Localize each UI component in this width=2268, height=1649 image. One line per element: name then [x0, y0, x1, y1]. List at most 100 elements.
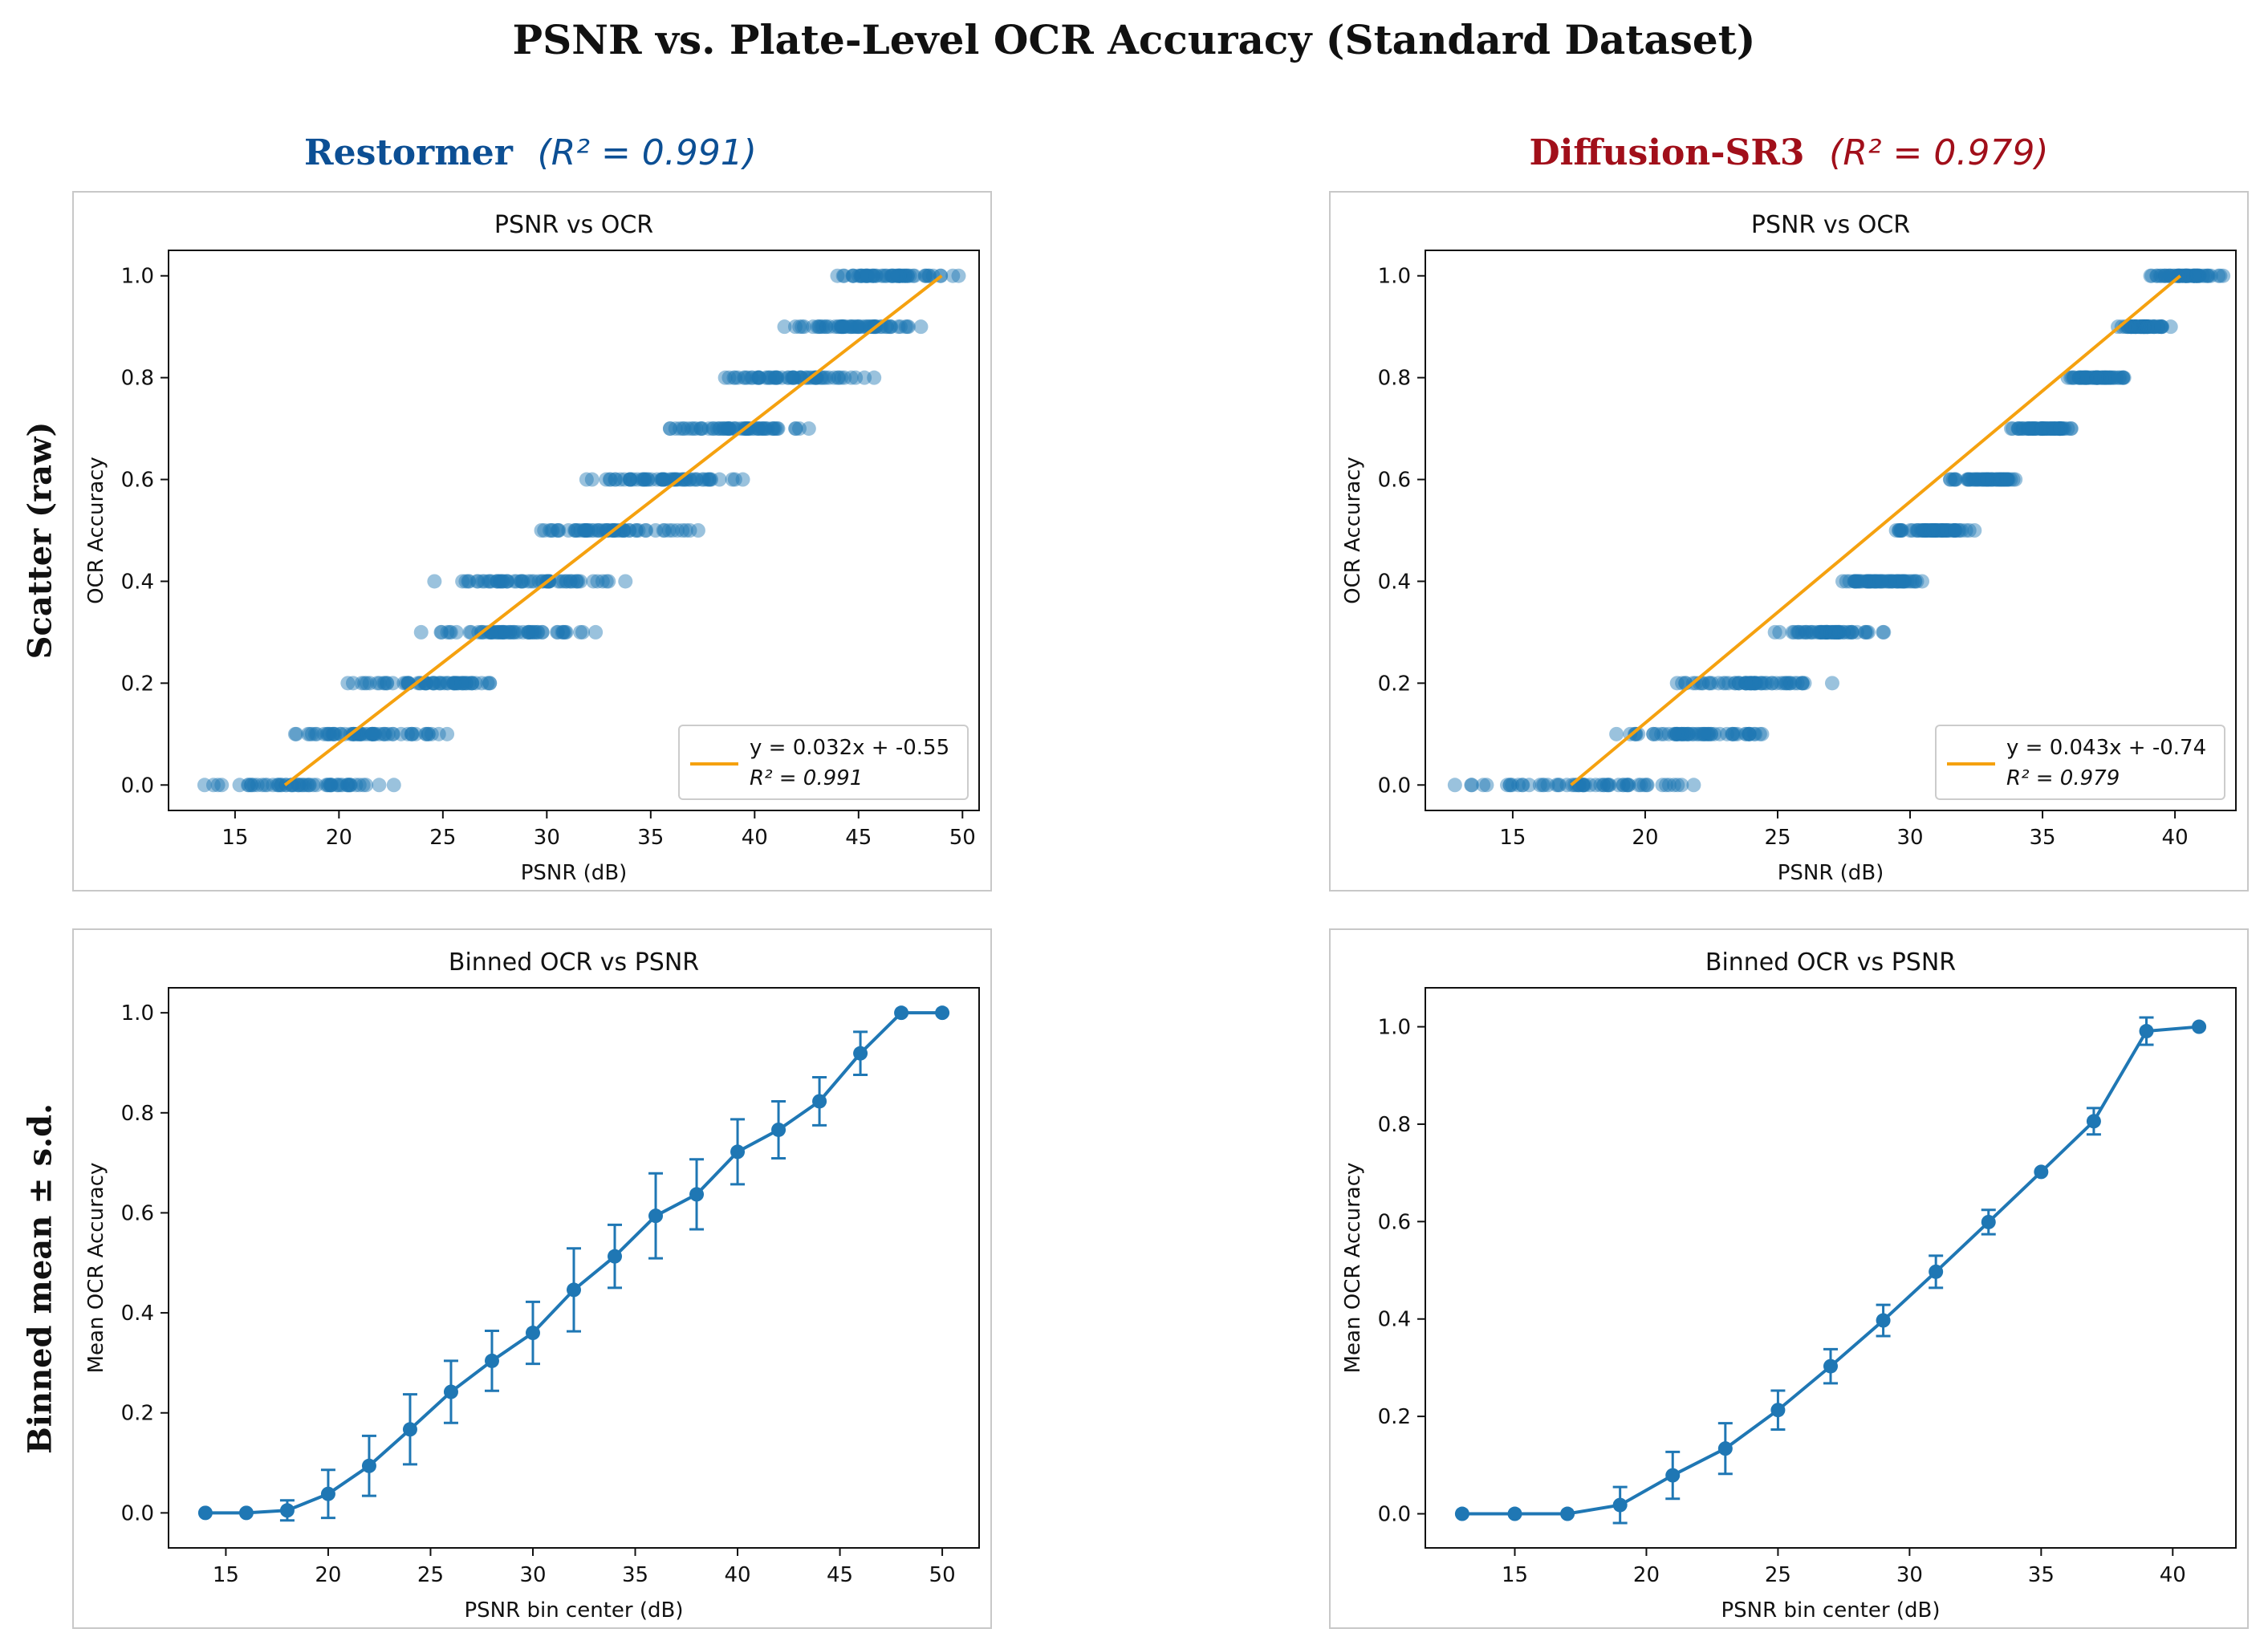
scatter-point [553, 574, 568, 589]
scatter-point [2128, 319, 2144, 335]
scatter-point [2201, 268, 2216, 283]
scatter-point [496, 624, 511, 640]
scatter-point [1874, 574, 1889, 589]
scatter-point [1939, 523, 1954, 538]
scatter-point [2136, 319, 2152, 335]
scatter-point [1874, 574, 1889, 589]
scatter-point [822, 319, 837, 335]
scatter-point [580, 523, 595, 538]
scatter-point [765, 421, 780, 437]
scatter-point [1978, 472, 1994, 487]
scatter-point [843, 319, 859, 335]
scatter-point [882, 319, 897, 335]
scatter-point [259, 778, 274, 793]
scatter-point [545, 523, 560, 538]
scatter-point [798, 370, 813, 385]
scatter-point [356, 778, 371, 793]
scatter-point [2153, 319, 2168, 335]
scatter-point [1926, 523, 1941, 538]
plot-area [197, 1005, 950, 1522]
legend-equation: y = 0.043x + -0.74 [2006, 736, 2206, 760]
scatter-point [1896, 574, 1912, 589]
scatter-point [458, 574, 474, 589]
scatter-point [1464, 778, 1479, 793]
scatter-point [462, 624, 478, 640]
scatter-point [709, 421, 725, 437]
scatter-point [1732, 676, 1747, 691]
scatter-point [892, 268, 907, 283]
scatter-point [1748, 676, 1763, 691]
scatter-level [1942, 472, 2023, 487]
scatter-point [2091, 370, 2106, 385]
scatter-point [849, 319, 864, 335]
scatter-level [1669, 676, 1839, 691]
scatter-point [2015, 421, 2030, 437]
scatter-point [287, 726, 303, 741]
scatter-point [1666, 778, 1681, 793]
scatter-point [2144, 268, 2160, 283]
scatter-level [830, 268, 966, 283]
scatter-point [1890, 574, 1905, 589]
scatter-point [770, 421, 786, 437]
scatter-point [1729, 726, 1745, 741]
axes-frame [168, 250, 980, 811]
scatter-point [1738, 676, 1754, 691]
scatter-point [1851, 574, 1866, 589]
scatter-point [791, 370, 807, 385]
scatter-point [2052, 421, 2067, 437]
scatter-point [2014, 421, 2029, 437]
scatter-point [1928, 523, 1943, 538]
scatter-point [335, 778, 350, 793]
scatter-point [584, 472, 600, 487]
scatter-point [1903, 574, 1918, 589]
scatter-point [705, 421, 721, 437]
scatter-point [886, 268, 901, 283]
scatter-point [1790, 624, 1805, 640]
scatter-point [2046, 421, 2062, 437]
scatter-point [376, 726, 392, 741]
scatter-point [655, 472, 670, 487]
scatter-point [1559, 778, 1575, 793]
y-axis-label: Mean OCR Accuracy [84, 1163, 108, 1374]
scatter-point [2089, 370, 2104, 385]
scatter-point [304, 726, 319, 741]
scatter-point [1900, 574, 1915, 589]
scatter-point [1536, 778, 1551, 793]
scatter-point [2039, 421, 2055, 437]
legend-r2: R² = 0.979 [2006, 766, 2120, 790]
figure-title: PSNR vs. Plate-Level OCR Accuracy (Stand… [512, 16, 1756, 63]
x-tick-label: 20 [1633, 1563, 1660, 1587]
scatter-point [1961, 523, 1977, 538]
scatter-point [839, 319, 854, 335]
scatter-point [2141, 319, 2156, 335]
scatter-point [455, 574, 470, 589]
scatter-point [522, 624, 537, 640]
scatter-point [1975, 472, 1990, 487]
scatter-point [1907, 574, 1922, 589]
scatter-point [1718, 676, 1734, 691]
scatter-point [469, 574, 485, 589]
scatter-point [737, 370, 752, 385]
scatter-point [1476, 778, 1491, 793]
scatter-point [1661, 778, 1677, 793]
scatter-point [857, 268, 872, 283]
scatter-point [2034, 421, 2050, 437]
scatter-point [701, 421, 717, 437]
scatter-point [1925, 523, 1940, 538]
scatter-point [762, 370, 778, 385]
scatter-point [851, 268, 866, 283]
scatter-point [526, 574, 542, 589]
scatter-point [2067, 370, 2082, 385]
scatter-point [274, 778, 289, 793]
scatter-point [1782, 676, 1798, 691]
scatter-point [2143, 268, 2158, 283]
scatter-point [1999, 472, 2014, 487]
scatter-point [2116, 370, 2131, 385]
scatter-point [1844, 624, 1860, 640]
scatter-point [1654, 726, 1669, 741]
scatter-point [319, 726, 335, 741]
scatter-point [1872, 574, 1888, 589]
scatter-point [2155, 319, 2170, 335]
scatter-point [1948, 472, 1963, 487]
scatter-point [921, 268, 937, 283]
